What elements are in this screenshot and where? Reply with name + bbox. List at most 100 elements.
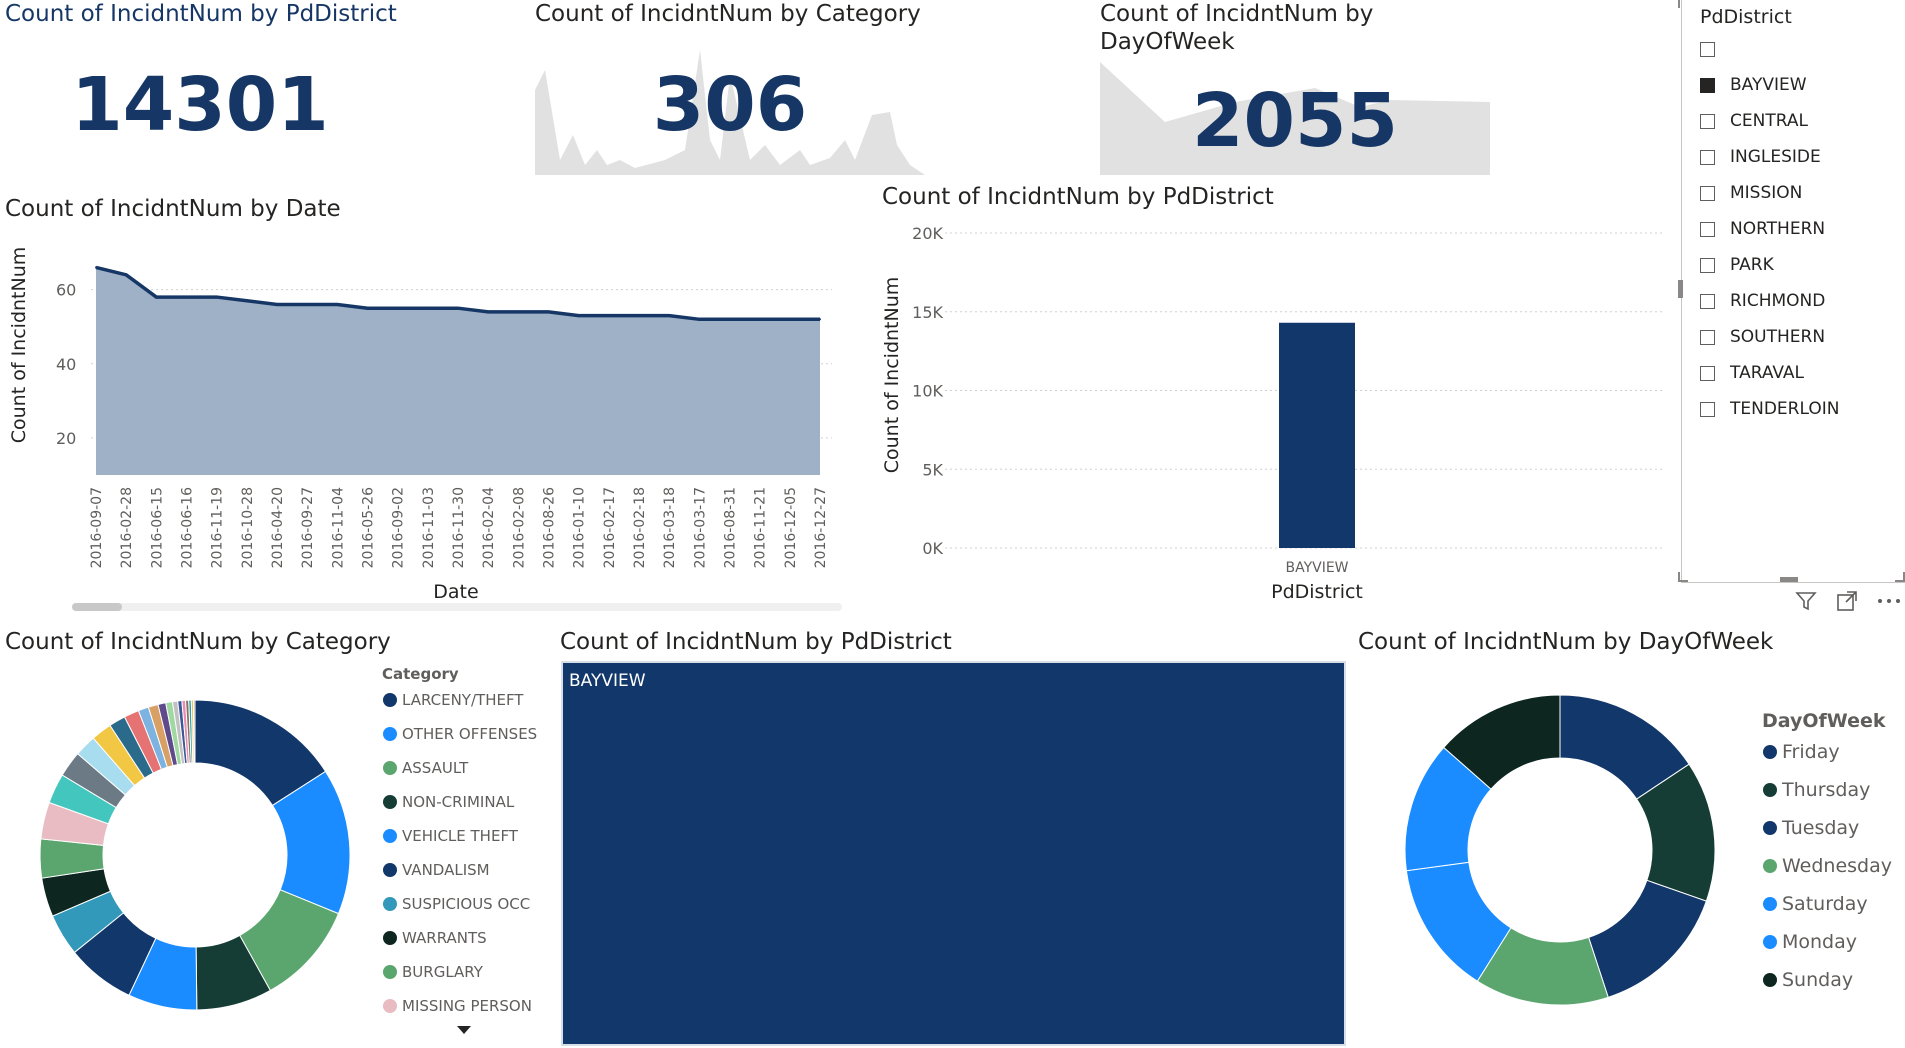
date-x-tick: 2016-10-28 xyxy=(240,487,256,568)
slicer-checkbox[interactable] xyxy=(1700,257,1715,273)
category-legend-item[interactable]: SUSPICIOUS OCC xyxy=(383,895,530,913)
date-point xyxy=(517,310,520,313)
slicer-checkbox[interactable] xyxy=(1700,401,1715,417)
slicer-item[interactable]: PARK xyxy=(1700,251,1774,279)
slicer-item[interactable]: NORTHERN xyxy=(1700,215,1825,243)
bar-y-tick: 10K xyxy=(912,382,943,401)
legend-dot xyxy=(1763,783,1777,797)
date-point xyxy=(758,318,761,321)
dayofweek-legend-item[interactable]: Wednesday xyxy=(1763,855,1892,877)
slicer-item[interactable] xyxy=(1700,35,1730,63)
legend-label: NON-CRIMINAL xyxy=(402,793,515,811)
date-point xyxy=(245,299,248,302)
category-donut-chart xyxy=(39,699,351,1011)
slicer-item[interactable]: BAYVIEW xyxy=(1700,71,1807,99)
slicer-item[interactable]: SOUTHERN xyxy=(1700,323,1825,351)
date-x-tick: 2016-11-03 xyxy=(421,487,437,568)
resize-handle-top[interactable] xyxy=(1678,0,1688,8)
date-x-tick: 2016-09-07 xyxy=(89,487,105,568)
dayofweek-donut-title: Count of IncidntNum by DayOfWeek xyxy=(1358,629,1774,655)
slicer-item-label: CENTRAL xyxy=(1730,111,1808,131)
legend-dot xyxy=(383,693,397,707)
slicer-checkbox[interactable] xyxy=(1700,365,1715,381)
dayofweek-legend-item[interactable]: Sunday xyxy=(1763,969,1853,991)
slicer-checkbox[interactable] xyxy=(1700,41,1715,57)
date-point xyxy=(457,307,459,310)
date-x-tick: 2016-12-27 xyxy=(813,487,829,568)
category-legend-item[interactable]: MISSING PERSON xyxy=(383,997,532,1015)
date-x-tick: 2016-08-26 xyxy=(542,487,558,568)
dayofweek-legend-item[interactable]: Friday xyxy=(1763,741,1840,763)
resize-handle-bottom[interactable] xyxy=(1780,577,1798,582)
kpi-category-value: 306 xyxy=(652,62,808,148)
date-point xyxy=(728,318,731,321)
date-point xyxy=(638,314,640,317)
slicer-item[interactable]: CENTRAL xyxy=(1700,107,1808,135)
category-legend-item[interactable]: VEHICLE THEFT xyxy=(383,827,518,845)
category-legend-item[interactable]: NON-CRIMINAL xyxy=(383,793,514,811)
legend-dot xyxy=(383,965,397,979)
date-point xyxy=(698,318,701,321)
slicer-checkbox[interactable] xyxy=(1700,113,1715,129)
dayofweek-legend-item[interactable]: Saturday xyxy=(1763,893,1868,915)
category-legend-item[interactable]: WARRANTS xyxy=(383,929,487,947)
more-options-icon[interactable] xyxy=(1876,590,1902,612)
date-chart-scrollbar[interactable] xyxy=(72,603,842,611)
slicer-item[interactable]: INGLESIDE xyxy=(1700,143,1821,171)
date-point xyxy=(155,296,158,299)
dayofweek-legend-item[interactable]: Monday xyxy=(1763,931,1857,953)
slicer-checkbox[interactable] xyxy=(1700,293,1715,309)
date-chart-scroll-thumb[interactable] xyxy=(72,603,122,611)
slicer-checkbox[interactable] xyxy=(1700,185,1715,201)
date-point xyxy=(487,310,490,313)
focus-mode-icon[interactable] xyxy=(1836,590,1858,612)
category-legend-item[interactable]: VANDALISM xyxy=(383,861,490,879)
date-point xyxy=(336,303,339,306)
category-legend-item[interactable]: BURGLARY xyxy=(383,963,483,981)
category-legend-item[interactable]: LARCENY/THEFT xyxy=(383,691,523,709)
kpi-category-sparkline xyxy=(535,50,925,175)
date-x-tick: 2016-02-04 xyxy=(481,487,497,568)
slicer-checkbox[interactable] xyxy=(1700,149,1715,165)
slicer-item[interactable]: MISSION xyxy=(1700,179,1802,207)
slicer-checkbox[interactable] xyxy=(1700,77,1715,93)
legend-label: VANDALISM xyxy=(402,861,490,879)
category-legend-item[interactable]: ASSAULT xyxy=(383,759,468,777)
slicer-item[interactable]: TENDERLOIN xyxy=(1700,395,1839,423)
date-point xyxy=(276,303,278,306)
legend-dot xyxy=(1763,897,1777,911)
resize-handle-corner-right[interactable] xyxy=(1895,572,1905,582)
date-point xyxy=(95,266,97,269)
date-chart-title: Count of IncidntNum by Date xyxy=(5,196,341,222)
legend-scroll-down-icon[interactable] xyxy=(456,1025,472,1035)
legend-dot xyxy=(1763,859,1777,873)
slicer-item[interactable]: TARAVAL xyxy=(1700,359,1804,387)
dayofweek-slice xyxy=(1443,694,1561,790)
legend-dot xyxy=(1763,973,1777,987)
slicer-item-label: TENDERLOIN xyxy=(1730,399,1840,419)
date-x-tick: 2016-12-05 xyxy=(783,487,799,568)
date-area-chart: Count of IncidntNum Date 20 40 60 2016-09-0… xyxy=(8,247,832,603)
slicer-item-label: NORTHERN xyxy=(1730,219,1826,239)
date-x-tick: 2016-02-17 xyxy=(602,487,618,568)
date-x-tick: 2016-11-21 xyxy=(753,487,769,568)
bar-y-tick: 20K xyxy=(912,224,943,243)
slicer-checkbox[interactable] xyxy=(1700,329,1715,345)
slicer-checkbox[interactable] xyxy=(1700,221,1715,237)
date-point xyxy=(547,310,550,313)
resize-handle-corner-left[interactable] xyxy=(1678,572,1688,582)
slicer-item-label: INGLESIDE xyxy=(1730,147,1821,167)
resize-handle-left[interactable] xyxy=(1678,280,1683,298)
date-y-tick: 40 xyxy=(56,355,76,374)
slicer-item[interactable]: RICHMOND xyxy=(1700,287,1825,315)
kpi-dayofweek-title-1: Count of IncidntNum by xyxy=(1100,1,1374,27)
kpi-dayofweek-value: 2055 xyxy=(1192,78,1398,164)
date-point xyxy=(577,314,580,317)
dayofweek-legend-item[interactable]: Tuesday xyxy=(1763,817,1859,839)
filter-icon[interactable] xyxy=(1795,590,1817,612)
treemap-tile-bayview[interactable]: BAYVIEW xyxy=(561,661,1346,1046)
legend-dot xyxy=(383,931,397,945)
dayofweek-legend-item[interactable]: Thursday xyxy=(1763,779,1870,801)
category-legend-item[interactable]: OTHER OFFENSES xyxy=(383,725,537,743)
bar-y-axis-title: Count of IncidntNum xyxy=(881,277,903,474)
